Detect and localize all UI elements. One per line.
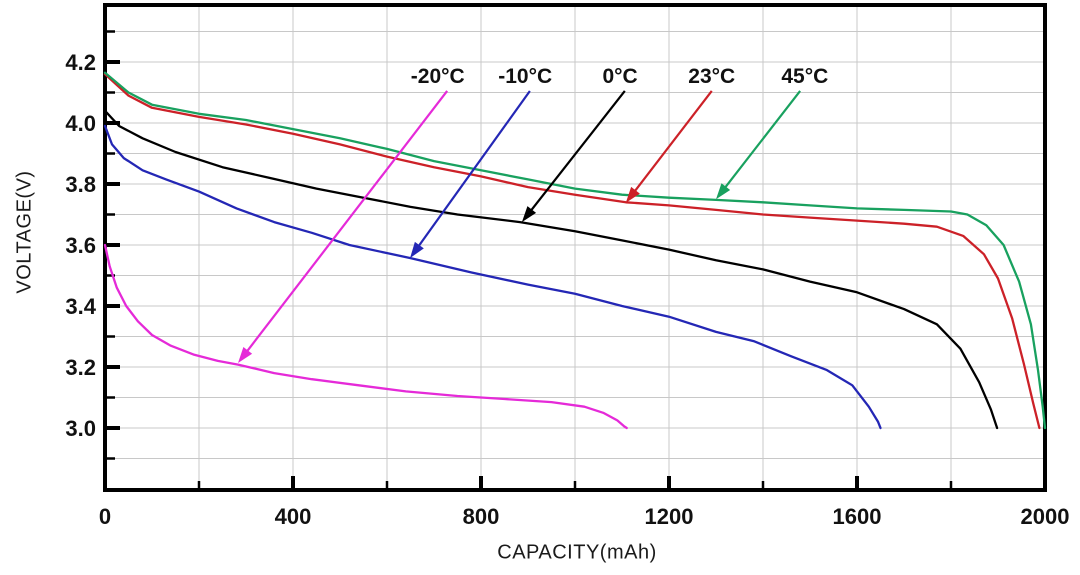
gridlines <box>105 5 1045 490</box>
y-tick-label: 3.0 <box>65 416 96 441</box>
axis-ticks <box>103 30 1047 490</box>
arrowhead-icon <box>238 346 253 364</box>
curve-label: 0°C <box>602 65 637 88</box>
callout--10cc: -10°C <box>410 65 552 259</box>
series--20cc <box>103 243 628 430</box>
curve-label: 45°C <box>781 65 828 88</box>
x-tick-label: 0 <box>99 504 111 529</box>
x-tick-label: 400 <box>275 504 312 529</box>
arrowhead-icon <box>410 241 424 259</box>
x-axis-title: CAPACITY(mAh) <box>497 541 657 564</box>
x-tick-label: 1600 <box>833 504 882 529</box>
series-0cc <box>103 109 999 430</box>
arrowhead-icon <box>716 183 731 200</box>
series-45cc <box>103 71 1047 430</box>
y-tick-label: 4.2 <box>65 50 96 75</box>
y-tick-label: 3.8 <box>65 172 96 197</box>
y-tick-label: 4.0 <box>65 111 96 136</box>
callout-0cc: 0°C <box>521 65 638 223</box>
callout--20cc: -20°C <box>238 65 465 364</box>
x-tick-label: 1200 <box>645 504 694 529</box>
series--10cc <box>103 124 882 430</box>
series-23cc <box>103 73 1041 430</box>
arrowhead-icon <box>521 206 537 223</box>
y-axis-title: VOLTAGE(V) <box>13 170 36 294</box>
y-tick-label: 3.2 <box>65 355 96 380</box>
callout-23cc: 23°C <box>625 65 735 203</box>
y-tick-label: 3.6 <box>65 233 96 258</box>
tick-labels: 0 400 800 1200 1600 2000 3.0 3.2 3.4 3.6 3.8 4.0 4.2 <box>65 50 1069 529</box>
callout-45cc: 45°C <box>716 65 828 200</box>
curve-label: -20°C <box>411 65 465 88</box>
x-tick-label: 800 <box>463 504 500 529</box>
curve-label: 23°C <box>688 65 735 88</box>
y-tick-label: 3.4 <box>65 294 96 319</box>
curve-label: -10°C <box>498 65 552 88</box>
arrowhead-icon <box>625 186 640 203</box>
x-tick-label: 2000 <box>1021 504 1070 529</box>
